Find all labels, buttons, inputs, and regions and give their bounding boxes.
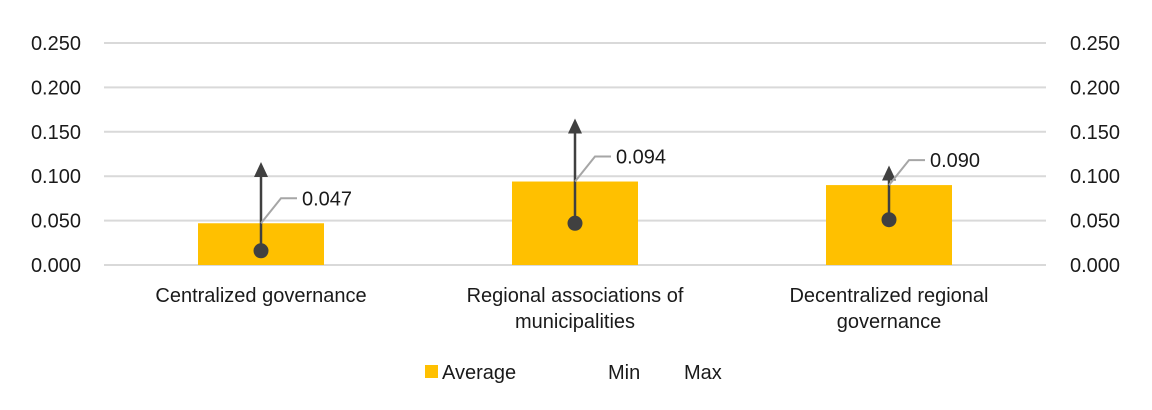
y-tick-label-left: 0.000 <box>31 255 81 277</box>
max-marker <box>568 118 582 134</box>
category-label: Centralized governance <box>155 285 366 307</box>
legend: Average Min Max <box>425 362 722 384</box>
data-label: 0.047 <box>302 188 352 210</box>
category-label-line: Regional associations of <box>467 285 684 307</box>
x-axis-categories: Centralized governance Regional associati… <box>155 285 988 333</box>
data-labels: 0.047 0.094 0.090 <box>260 147 980 224</box>
legend-label-max: Max <box>684 362 722 384</box>
y-tick-label-left: 0.150 <box>31 122 81 144</box>
category-label-line: municipalities <box>515 311 635 333</box>
y-tick-label-right: 0.100 <box>1070 166 1120 188</box>
y-tick-label-left: 0.250 <box>31 33 81 55</box>
category-label-line: governance <box>837 311 942 333</box>
y-tick-label-left: 0.100 <box>31 166 81 188</box>
min-marker <box>253 243 269 259</box>
category-label: Decentralized regional governance <box>789 285 988 333</box>
data-label-leader <box>260 197 297 224</box>
data-label-leader <box>888 159 925 186</box>
y-tick-label-right: 0.150 <box>1070 122 1120 144</box>
category-label-line: Centralized governance <box>155 285 366 307</box>
max-marker <box>254 161 268 177</box>
legend-swatch-average <box>425 365 438 378</box>
category-label: Regional associations of municipalities <box>467 285 684 333</box>
y-tick-label-right: 0.200 <box>1070 77 1120 99</box>
y-tick-label-left: 0.050 <box>31 211 81 233</box>
data-label: 0.094 <box>616 147 666 169</box>
data-label: 0.090 <box>930 150 980 172</box>
category-label-line: Decentralized regional <box>789 285 988 307</box>
y-tick-label-right: 0.050 <box>1070 211 1120 233</box>
y-tick-label-left: 0.200 <box>31 77 81 99</box>
data-label-leader <box>574 155 611 183</box>
y-tick-label-right: 0.250 <box>1070 33 1120 55</box>
y-axis-left: 0.000 0.050 0.100 0.150 0.200 0.250 <box>31 33 81 277</box>
min-max-series <box>253 118 897 259</box>
max-marker <box>882 165 896 181</box>
y-axis-right: 0.000 0.050 0.100 0.150 0.200 0.250 <box>1070 33 1120 277</box>
min-marker <box>567 215 583 231</box>
min-marker <box>881 212 897 228</box>
legend-label-min: Min <box>608 362 640 384</box>
y-tick-label-right: 0.000 <box>1070 255 1120 277</box>
legend-label-average: Average <box>442 362 516 384</box>
